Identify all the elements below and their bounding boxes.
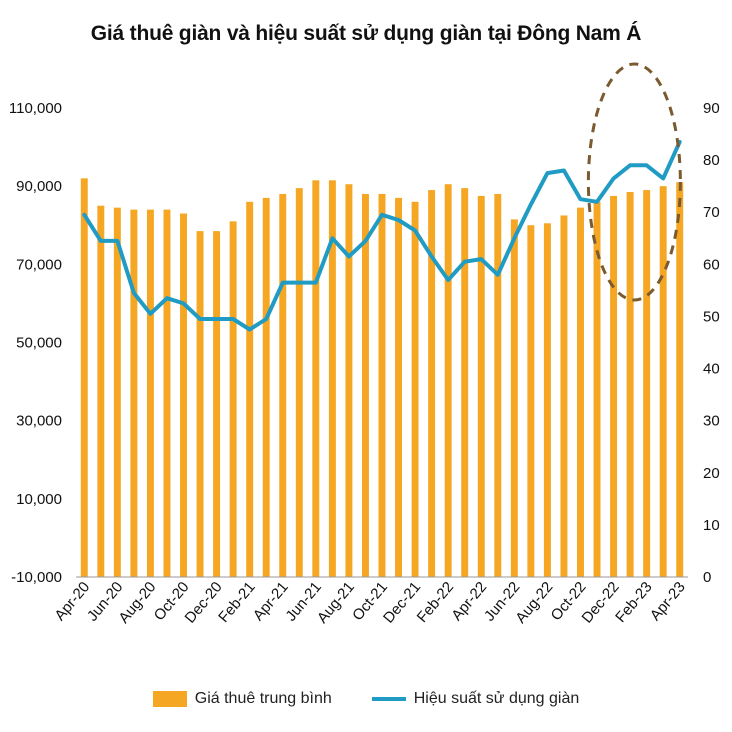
- x-tick-label: Aug-20: [115, 579, 159, 627]
- left-tick-label: 70,000: [16, 256, 62, 273]
- x-tick-label: Aug-21: [314, 579, 358, 627]
- bar: [643, 190, 651, 577]
- bar: [180, 213, 187, 577]
- legend-item-bars: Giá thuê trung bình: [152, 690, 332, 708]
- x-tick-label: Feb-23: [612, 579, 656, 626]
- highlight-ellipse: [586, 62, 682, 302]
- bar: [527, 225, 535, 577]
- bar: [246, 201, 254, 578]
- line-series-path: [82, 139, 682, 332]
- bar: [312, 180, 320, 577]
- bar: [610, 195, 618, 577]
- bar: [295, 188, 303, 577]
- left-tick-label: 50,000: [16, 335, 62, 352]
- right-tick-label: 20: [703, 465, 720, 482]
- legend-item-line: Hiệu suất sử dụng giàn: [371, 690, 580, 708]
- bar: [229, 221, 237, 577]
- chart-canvas: 110,000 90,000 70,000 50,000 30,000 10,000 -10…: [9, 62, 720, 627]
- left-tick-label: 110,000: [9, 100, 62, 117]
- right-tick-label: 60: [703, 256, 720, 273]
- bar: [361, 193, 369, 577]
- left-tick-label: 90,000: [16, 178, 62, 195]
- legend-label-line: Hiệu suất sử dụng giàn: [413, 690, 580, 707]
- bar: [328, 180, 336, 577]
- right-axis-ticks: 90 80 70 60 50 40 30 20 10 0: [703, 100, 720, 586]
- left-tick-label: 30,000: [16, 413, 62, 430]
- bar: [428, 190, 436, 577]
- right-tick-label: 30: [703, 413, 720, 430]
- x-tick-label: Aug-22: [512, 579, 556, 627]
- bar: [477, 195, 485, 577]
- bar: [378, 193, 386, 577]
- right-tick-label: 40: [703, 361, 720, 378]
- bar: [543, 223, 551, 577]
- bar: [80, 178, 88, 577]
- x-tick-label: Feb-22: [414, 579, 458, 626]
- bar: [196, 231, 204, 578]
- bar-series: [80, 178, 684, 578]
- left-tick-label: 10,000: [16, 491, 62, 508]
- right-tick-label: 70: [703, 204, 720, 221]
- legend: Giá thuê trung bình Hiệu suất sử dụng gi…: [0, 690, 732, 708]
- bar: [163, 209, 171, 577]
- bar: [510, 219, 518, 577]
- bar: [444, 184, 452, 577]
- bar: [626, 192, 634, 577]
- left-axis-ticks: 110,000 90,000 70,000 50,000 30,000 10,000 -10…: [9, 100, 62, 586]
- bar: [593, 201, 601, 578]
- x-axis-ticks: Apr-20Jun-20Aug-20Oct-20Dec-20Feb-21Apr-…: [51, 579, 688, 627]
- right-tick-label: 80: [703, 152, 720, 169]
- x-tick-label: Feb-21: [215, 579, 259, 626]
- right-tick-label: 50: [703, 308, 720, 325]
- legend-swatch-bars: [152, 691, 187, 707]
- bar: [395, 197, 403, 577]
- bar: [262, 197, 270, 577]
- bar: [461, 188, 469, 577]
- right-tick-label: 90: [703, 100, 720, 117]
- x-tick-label: Apr-23: [647, 579, 689, 624]
- bar: [279, 193, 287, 577]
- legend-label-bars: Giá thuê trung bình: [194, 690, 332, 707]
- right-tick-label: 0: [703, 569, 711, 586]
- left-tick-label: -10,000: [11, 569, 62, 586]
- bar: [659, 186, 667, 577]
- bar: [676, 182, 684, 577]
- right-tick-label: 10: [703, 517, 720, 534]
- bar: [345, 184, 353, 577]
- bar: [560, 215, 568, 577]
- bar: [97, 205, 105, 578]
- bar: [113, 207, 121, 577]
- bar: [146, 209, 154, 577]
- bar: [411, 201, 419, 578]
- chart-title: Giá thuê giàn và hiệu suất sử dụng giàn …: [90, 22, 642, 45]
- legend-swatch-line: [371, 697, 406, 701]
- bar: [130, 209, 138, 577]
- bar: [577, 207, 584, 577]
- bar: [494, 193, 502, 577]
- bar: [213, 231, 221, 578]
